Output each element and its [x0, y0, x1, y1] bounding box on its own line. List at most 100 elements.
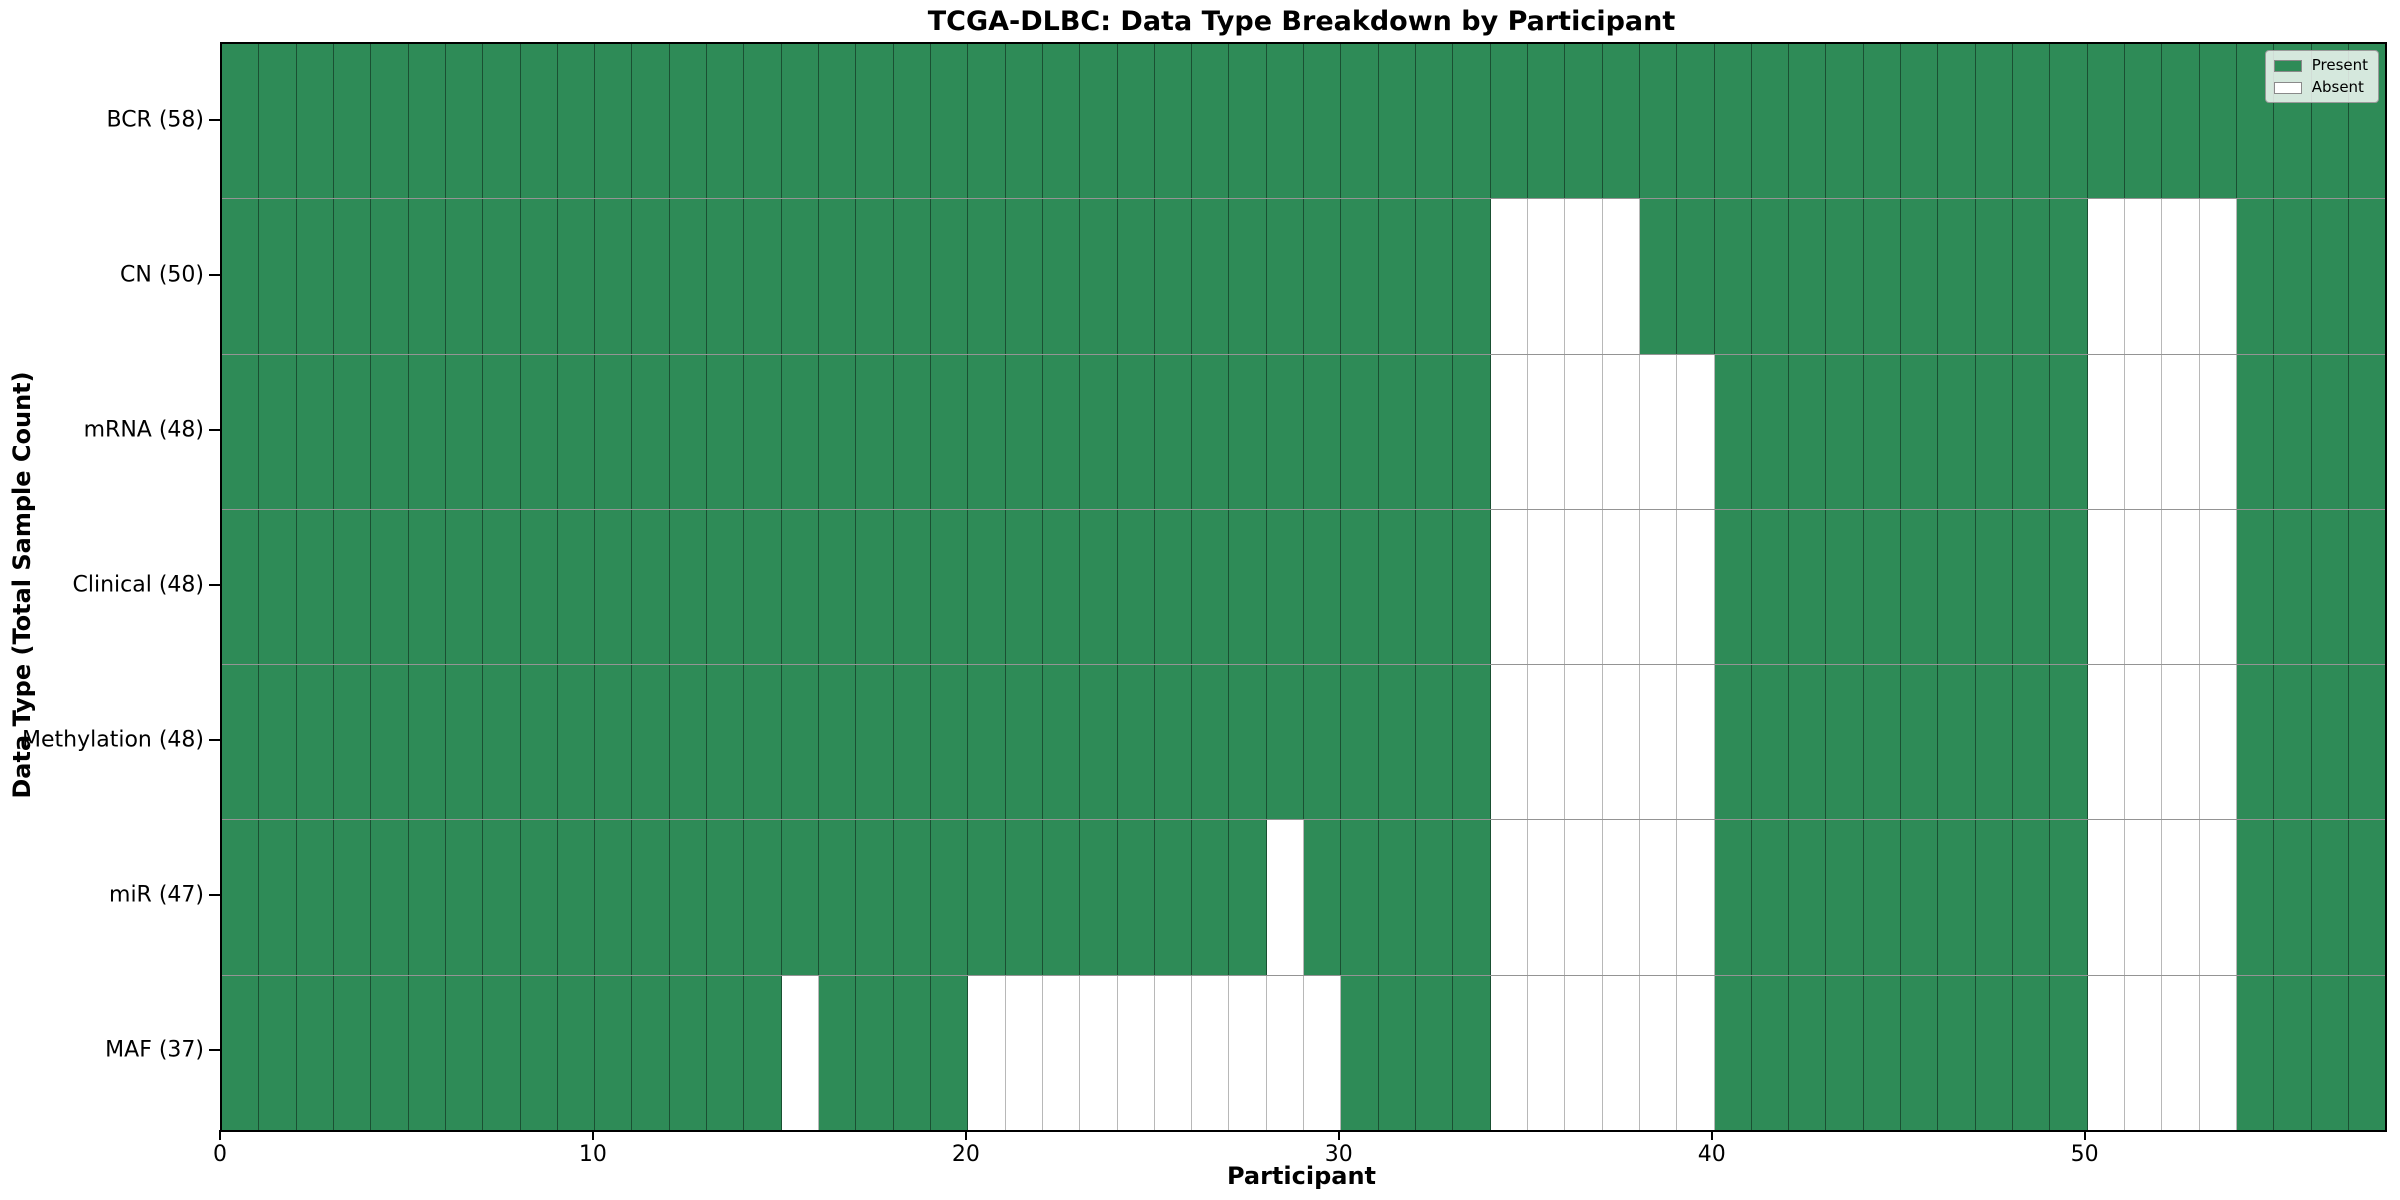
heatmap-cell [2013, 44, 2051, 199]
heatmap-cell [2236, 665, 2275, 820]
heatmap-cell [2162, 44, 2200, 199]
heatmap-cell [483, 199, 521, 354]
heatmap-cell [1192, 354, 1230, 509]
heatmap-cell [1453, 199, 1491, 354]
heatmap-cell [2274, 354, 2312, 509]
heatmap-cell [1901, 509, 1939, 665]
heatmap-cell [2162, 199, 2200, 354]
heatmap-cell [595, 199, 633, 354]
heatmap-cell [744, 975, 782, 1130]
heatmap-cell [819, 509, 857, 665]
heatmap-cell [445, 820, 484, 975]
heatmap-cell [595, 354, 633, 509]
heatmap-cell [1714, 509, 1752, 665]
heatmap-cell [259, 975, 297, 1130]
heatmap-cell [520, 354, 558, 509]
heatmap-cell [1005, 354, 1043, 509]
heatmap-cell [707, 820, 745, 975]
heatmap-cell [1416, 44, 1454, 199]
heatmap-cell [1042, 199, 1081, 354]
absent-swatch-icon [2273, 81, 2302, 94]
heatmap-cell [2124, 44, 2163, 199]
heatmap-cell [968, 820, 1006, 975]
heatmap-cell [1080, 199, 1118, 354]
heatmap-cell [2087, 509, 2125, 665]
heatmap-cell [968, 44, 1006, 199]
heatmap-cell [2348, 820, 2386, 975]
heatmap-cell [669, 665, 708, 820]
heatmap-cell [445, 44, 484, 199]
heatmap-cell [1304, 975, 1342, 1130]
heatmap-cell [333, 199, 372, 354]
heatmap-cell [819, 354, 857, 509]
heatmap-cell [1341, 199, 1379, 354]
heatmap-cell [1677, 199, 1715, 354]
heatmap-cell [2199, 665, 2237, 820]
heatmap-cell [1192, 820, 1230, 975]
heatmap-cell [1005, 975, 1043, 1130]
heatmap-cell [632, 354, 670, 509]
heatmap-cell [259, 354, 297, 509]
heatmap-cell [1117, 820, 1155, 975]
heatmap-cell [557, 354, 596, 509]
heatmap-cell [1789, 509, 1827, 665]
heatmap-cell [333, 354, 372, 509]
heatmap-cell [2199, 820, 2237, 975]
heatmap-cell [1602, 820, 1640, 975]
heatmap-cell [1938, 199, 1976, 354]
heatmap-cell [296, 199, 334, 354]
heatmap-cell [1304, 509, 1342, 665]
heatmap-cell [2124, 820, 2163, 975]
heatmap-cell [557, 665, 596, 820]
heatmap-cell [2199, 44, 2237, 199]
heatmap-cell [1751, 199, 1790, 354]
y-axis-ticks [209, 42, 220, 1128]
heatmap-cell [1901, 44, 1939, 199]
heatmap-cell [2050, 665, 2088, 820]
heatmap-cell [1901, 199, 1939, 354]
heatmap-cell [1192, 199, 1230, 354]
heatmap-cell [819, 975, 857, 1130]
heatmap-cell [1266, 354, 1305, 509]
heatmap-cell [1229, 199, 1267, 354]
heatmap-cell [520, 820, 558, 975]
heatmap-cell [1826, 199, 1864, 354]
heatmap-cell [2124, 354, 2163, 509]
heatmap-cell [669, 509, 708, 665]
heatmap-cell [2162, 509, 2200, 665]
heatmap-cell [1789, 665, 1827, 820]
present-swatch-icon [2273, 59, 2302, 72]
heatmap-cell [1154, 665, 1193, 820]
heatmap-cell [1602, 665, 1640, 820]
heatmap-cell [1565, 820, 1603, 975]
x-tick-label: 30 [1324, 1142, 1353, 1167]
heatmap-cell [445, 199, 484, 354]
heatmap-cell [1117, 509, 1155, 665]
heatmap-cell [2087, 354, 2125, 509]
heatmap-cell [2348, 199, 2386, 354]
heatmap-cell [1378, 44, 1416, 199]
heatmap-cell [1117, 354, 1155, 509]
heatmap-cell [1453, 509, 1491, 665]
heatmap-cell [1005, 820, 1043, 975]
heatmap-cell [1938, 665, 1976, 820]
heatmap-cell [819, 44, 857, 199]
heatmap-cell [930, 354, 969, 509]
heatmap-cell [2087, 820, 2125, 975]
heatmap-cell [2199, 509, 2237, 665]
heatmap-row-CN [222, 199, 2386, 355]
heatmap-cell [222, 665, 260, 820]
heatmap-cell [669, 354, 708, 509]
heatmap-cell [1266, 820, 1305, 975]
heatmap-cell [1304, 665, 1342, 820]
heatmap-cell [1341, 975, 1379, 1130]
heatmap-cell [2013, 509, 2051, 665]
x-tick-mark [219, 1130, 221, 1140]
heatmap-cell [781, 199, 819, 354]
heatmap-cell [483, 44, 521, 199]
heatmap-cell [1080, 665, 1118, 820]
heatmap-cell [1677, 975, 1715, 1130]
heatmap-cell [1266, 199, 1305, 354]
heatmap-cell [2348, 665, 2386, 820]
x-tick-mark [1710, 1130, 1713, 1140]
